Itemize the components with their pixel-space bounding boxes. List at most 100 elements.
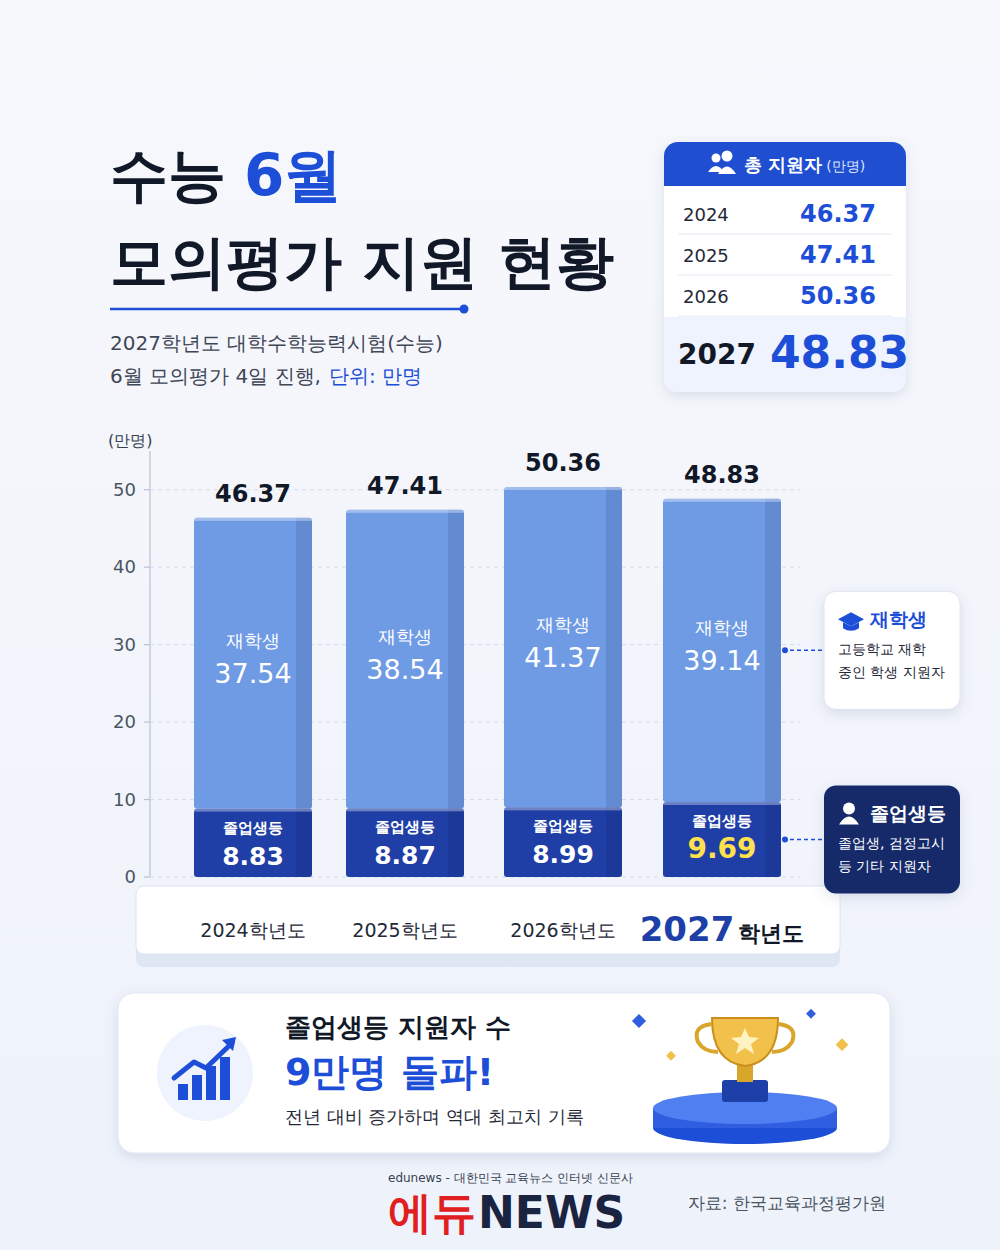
bar-segment <box>663 499 781 802</box>
bar-highlight <box>663 802 781 805</box>
legend-description-line: 중인 학생 지원자 <box>838 664 945 680</box>
bar-highlight <box>194 809 312 812</box>
total-label: 48.83 <box>684 461 760 489</box>
callout-icon <box>206 1066 216 1100</box>
bar-labels: 졸업생등8.83졸업생등8.87졸업생등8.99졸업생등9.69재학생37.54… <box>200 449 804 949</box>
tick-mark <box>144 567 150 568</box>
segment-name: 졸업생등 <box>375 818 435 836</box>
summary-separator <box>678 234 892 235</box>
bar-shade <box>296 809 312 877</box>
legend-connector <box>783 650 824 652</box>
callout-icon-bg <box>157 1025 253 1121</box>
bar-shade <box>448 808 464 877</box>
summary-value: 48.83 <box>770 327 909 378</box>
title-highlight: 6월 <box>244 141 342 209</box>
bars <box>194 487 781 877</box>
bar-segment <box>663 802 781 877</box>
confetti <box>666 1051 676 1061</box>
title-rule-dot <box>460 305 469 314</box>
summary-unit: (만명) <box>826 158 865 174</box>
data-label: 8.99 <box>532 840 594 869</box>
background <box>0 0 1000 1250</box>
legend-description-line: 졸업생, 검정고시 <box>838 835 945 851</box>
bar-highlight <box>504 487 622 490</box>
segment-name: 재학생 <box>536 614 590 635</box>
legend-description: 졸업생, 검정고시등 기타 지원자 <box>838 835 945 874</box>
tick-mark <box>144 721 150 722</box>
footer-logo: 에듀 <box>388 1187 476 1238</box>
summary-year: 2024 <box>683 204 729 225</box>
y-axis-line <box>149 451 150 877</box>
platform <box>136 886 840 954</box>
bar-shade <box>606 807 622 877</box>
stage: 수능 6월모의평가 지원 현황 2027학년도 대학수학능력시험(수능) 6월 모의평… <box>0 0 1000 1250</box>
callout-line2: 9만명 돌파! <box>285 1050 494 1094</box>
confetti <box>632 1014 646 1028</box>
callout-line1: 졸업생등 지원자 수 <box>285 1012 511 1042</box>
legend-icon <box>839 816 859 824</box>
title-line2: 모의평가 지원 현황 <box>110 228 614 296</box>
subtitle-unit: 단위: 만명 <box>329 364 422 388</box>
subtitle: 2027학년도 대학수학능력시험(수능) <box>110 331 443 355</box>
data-label: 8.87 <box>374 841 436 870</box>
tick-mark <box>144 489 150 490</box>
icon <box>712 154 721 163</box>
segment-name: 재학생 <box>378 626 432 647</box>
callout-icon <box>192 1075 202 1100</box>
trophy-cup <box>712 1018 778 1066</box>
bar-shade <box>296 518 312 809</box>
callout-line3: 전년 대비 증가하며 역대 최고치 기록 <box>285 1106 584 1127</box>
segment-name: 재학생 <box>226 630 280 651</box>
legend-icon <box>838 612 864 626</box>
x-tick-label: 2024학년도 <box>200 919 305 941</box>
total-label: 50.36 <box>525 449 601 477</box>
data-label: 38.54 <box>366 654 443 685</box>
legend-name: 재학생 <box>869 608 927 630</box>
subtitle: 6월 모의평가 4일 진행, <box>110 364 321 388</box>
y-axis-title: (만명) <box>108 431 152 450</box>
x-tick-label: 2025학년도 <box>352 919 457 941</box>
data-label: 39.14 <box>683 645 760 676</box>
callout-box <box>118 993 890 1153</box>
title-rule <box>110 308 462 311</box>
segment-name: 졸업생등 <box>533 817 593 835</box>
data-label: 37.54 <box>214 658 291 689</box>
total-label: 47.41 <box>367 472 443 500</box>
trophy-base <box>722 1080 768 1102</box>
bar-shade <box>448 510 464 809</box>
footer-tagline: edunews - 대한민국 교육뉴스 인터넷 신문사 <box>388 1171 633 1185</box>
legend-connector-dot <box>782 836 788 842</box>
callout-icon <box>220 1057 230 1100</box>
total-label: 46.37 <box>215 480 291 508</box>
bar-shade <box>765 499 781 802</box>
summary-year: 2026 <box>683 286 729 307</box>
y-tick-label: 50 <box>113 479 136 500</box>
x-tick-label: 2026학년도 <box>510 919 615 941</box>
summary-separator <box>678 275 892 276</box>
legend-description-line: 등 기타 지원자 <box>838 858 931 874</box>
bar-segment <box>504 807 622 877</box>
footer-source: 자료: 한국교육과정평가원 <box>688 1193 886 1213</box>
legend-connector <box>783 839 824 841</box>
callout-icon <box>178 1084 188 1100</box>
title-prefix: 수능 <box>110 141 226 209</box>
legend-description: 고등학교 재학중인 학생 지원자 <box>838 641 945 680</box>
legend-icon <box>843 622 859 631</box>
confetti <box>806 1009 816 1019</box>
y-tick-label: 40 <box>113 556 136 577</box>
bar-segment <box>504 487 622 807</box>
summary-header <box>664 142 906 186</box>
footer-logo: NEWS <box>478 1187 625 1238</box>
bar-highlight <box>194 518 312 521</box>
callout-icon <box>222 1037 236 1051</box>
x-tick-label: 2027학년도 <box>640 909 805 949</box>
bar-shade <box>606 487 622 807</box>
data-label: 9.69 <box>687 832 756 865</box>
icon <box>722 151 733 162</box>
summary-year: 2027 <box>678 338 756 371</box>
segment-name: 재학생 <box>695 617 749 638</box>
tick-mark <box>144 876 150 877</box>
data-label: 8.83 <box>222 842 284 871</box>
bar-highlight <box>504 807 622 810</box>
confetti <box>836 1038 849 1051</box>
